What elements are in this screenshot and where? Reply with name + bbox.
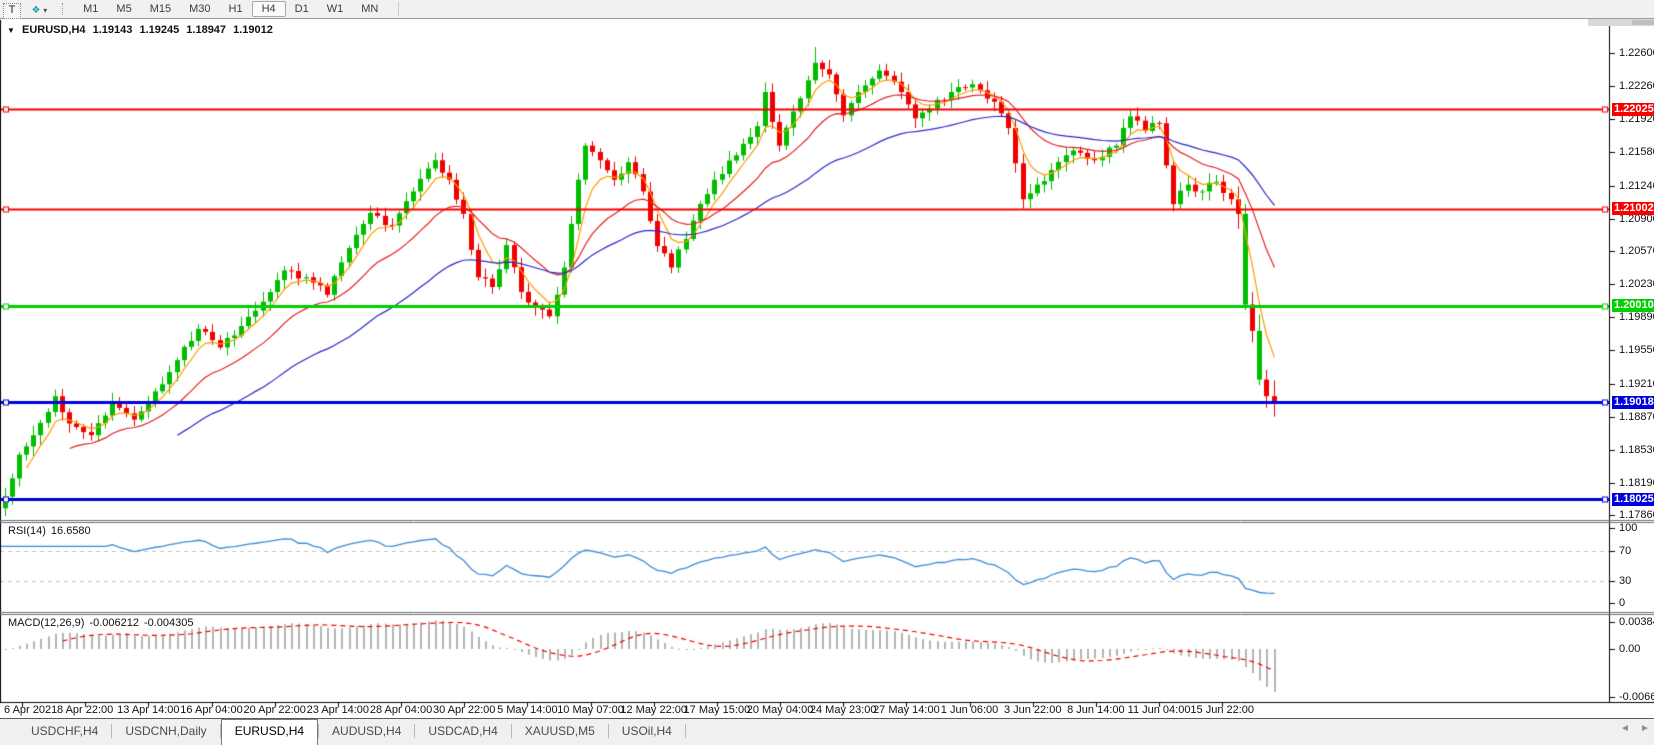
chevron-down-icon: ▾ [43, 6, 48, 15]
date-tick-label: 24 May 23:00 [809, 704, 877, 716]
date-tick-label: 23 Apr 14:00 [306, 704, 370, 716]
price-tick-label: 1.19210 [1619, 377, 1654, 390]
macd-tick-label: -0.006691 [1619, 690, 1654, 703]
high-value: 1.19245 [139, 24, 180, 36]
axis-scrollbar-thumb[interactable] [1632, 20, 1654, 25]
macd-name: MACD(12,26,9) [8, 617, 85, 629]
rsi-tick-label: 70 [1619, 544, 1632, 557]
timeframe-button-h4[interactable]: H4 [251, 1, 286, 17]
chevron-down-icon[interactable]: ▼ [7, 26, 15, 35]
date-tick-label: 1 Jun 06:00 [940, 704, 999, 716]
price-tick-label: 1.18530 [1619, 443, 1654, 456]
date-tick-label: 16 Apr 04:00 [180, 704, 243, 716]
chart-tab-eurusd-h4[interactable]: EURUSD,H4 [220, 719, 319, 745]
tab-separator [414, 724, 416, 738]
timeframe-button-mn[interactable]: MN [361, 3, 379, 15]
date-tick-label: 8 Apr 22:00 [57, 704, 114, 716]
hline-price-label: 1.20010 [1612, 299, 1654, 313]
tab-separator [684, 724, 686, 738]
price-tick-label: 1.19890 [1619, 311, 1654, 324]
chart-tab-bar: USDCHF,H4 USDCNH,Daily EURUSD,H4 AUDUSD,H4 U… [0, 718, 1654, 745]
rsi-value: 16.6580 [50, 525, 91, 537]
macd-tick-label: 0.003849 [1619, 615, 1654, 628]
low-value: 1.18947 [186, 24, 227, 36]
date-tick-label: 20 May 04:00 [746, 704, 814, 716]
tab-scroll-left-button[interactable]: ◄ [1620, 723, 1630, 734]
date-tick-label: 17 May 15:00 [683, 704, 751, 716]
price-tick-label: 1.19550 [1619, 344, 1654, 357]
tab-separator [219, 724, 221, 738]
chart-tab-usdcnh-daily[interactable]: USDCNH,Daily [125, 724, 207, 738]
timeframe-button-m30[interactable]: M30 [189, 3, 211, 15]
price-tick-label: 1.20570 [1619, 244, 1654, 257]
top-toolbar: T ❖ ▾ M1 M5 M15 M30 H1 H4 D1 W1 MN [0, 0, 1654, 19]
toolbar-separator [397, 2, 399, 16]
price-tick-label: 1.21920 [1619, 113, 1654, 126]
date-tick-label: 8 Jun 14:00 [1067, 704, 1125, 716]
price-tick-label: 1.21580 [1619, 146, 1654, 159]
hline-price-label: 1.18025 [1612, 492, 1654, 506]
open-value: 1.19143 [92, 24, 133, 36]
timeframe-button-group: M1 M5 M15 M30 H1 H4 D1 W1 MN [74, 0, 387, 17]
macd-tick-label: 0.00 [1619, 643, 1641, 655]
price-tick-label: 1.18870 [1619, 410, 1654, 423]
styler-tool-button[interactable]: ❖ ▾ [27, 5, 51, 21]
timeframe-button-m5[interactable]: M5 [116, 3, 132, 15]
close-value: 1.19012 [233, 24, 273, 36]
chart-tab-usdcad-h4[interactable]: USDCAD,H4 [428, 724, 498, 738]
date-tick-label: 10 May 07:00 [557, 704, 624, 716]
tab-separator [111, 724, 113, 738]
date-tick-label: 20 Apr 22:00 [243, 704, 306, 716]
hline-price-label: 1.21002 [1612, 202, 1654, 216]
price-tick-label: 1.18190 [1619, 476, 1654, 489]
hline-price-label: 1.19018 [1612, 395, 1654, 409]
chart-ohlc-title: ▼ EURUSD,H4 1.19143 1.19245 1.18947 1.19… [7, 24, 273, 36]
tab-scroll-right-button[interactable]: ► [1640, 723, 1650, 734]
tab-separator [318, 724, 320, 738]
date-tick-label: 5 May 14:00 [497, 704, 558, 716]
date-tick-label: 6 Apr 2021 [4, 704, 58, 716]
date-tick-label: 30 Apr 22:00 [432, 704, 496, 716]
timeframe-button-m1[interactable]: M1 [83, 3, 99, 15]
price-tick-label: 1.21240 [1619, 179, 1654, 192]
chart-tab-audusd-h4[interactable]: AUDUSD,H4 [332, 724, 402, 738]
rsi-indicator-label: RSI(14) 16.6580 [8, 525, 91, 537]
macd-signal-value: -0.004305 [143, 617, 194, 629]
price-tick-label: 1.20230 [1619, 278, 1654, 291]
macd-main-value: -0.006212 [89, 617, 139, 629]
rsi-tick-label: 0 [1619, 597, 1626, 609]
hline-price-label: 1.22025 [1612, 102, 1654, 116]
chart-tab-usdchf-h4[interactable]: USDCHF,H4 [31, 724, 99, 738]
styler-icon: ❖ [31, 5, 41, 16]
macd-indicator-label: MACD(12,26,9) -0.006212 -0.004305 [8, 617, 194, 629]
timeframe-button-d1[interactable]: D1 [294, 3, 309, 15]
date-tick-label: 11 Jun 04:00 [1127, 704, 1191, 716]
price-tick-label: 1.22600 [1619, 47, 1654, 59]
timeframe-button-h1[interactable]: H1 [228, 3, 243, 15]
date-tick-label: 28 Apr 04:00 [369, 704, 433, 716]
text-tool-button[interactable]: T [3, 3, 21, 19]
rsi-tick-label: 100 [1619, 522, 1638, 534]
axis-scrollbar[interactable] [1588, 19, 1654, 26]
toolbar-separator [61, 3, 64, 15]
chart-tab-usoil-h4[interactable]: USOil,H4 [621, 724, 672, 738]
rsi-tick-label: 30 [1619, 574, 1632, 587]
rsi-name: RSI(14) [8, 525, 46, 537]
date-tick-label: 13 Apr 14:00 [117, 704, 180, 716]
date-tick-label: 15 Jun 22:00 [1190, 704, 1255, 716]
timeframe-button-w1[interactable]: W1 [326, 3, 344, 15]
tab-separator [510, 724, 512, 738]
date-tick-label: 27 May 14:00 [873, 704, 940, 716]
chart-tab-xauusd-m5[interactable]: XAUUSD,M5 [524, 724, 595, 738]
date-tick-label: 3 Jun 22:00 [1003, 704, 1062, 716]
date-tick-label: 12 May 22:00 [620, 704, 688, 716]
price-tick-label: 1.17860 [1619, 509, 1654, 522]
price-tick-label: 1.20900 [1619, 212, 1654, 225]
tab-separator [607, 724, 609, 738]
symbol-label: EURUSD,H4 [21, 24, 86, 36]
timeframe-button-m15[interactable]: M15 [149, 3, 172, 15]
price-tick-label: 1.22260 [1619, 80, 1654, 93]
